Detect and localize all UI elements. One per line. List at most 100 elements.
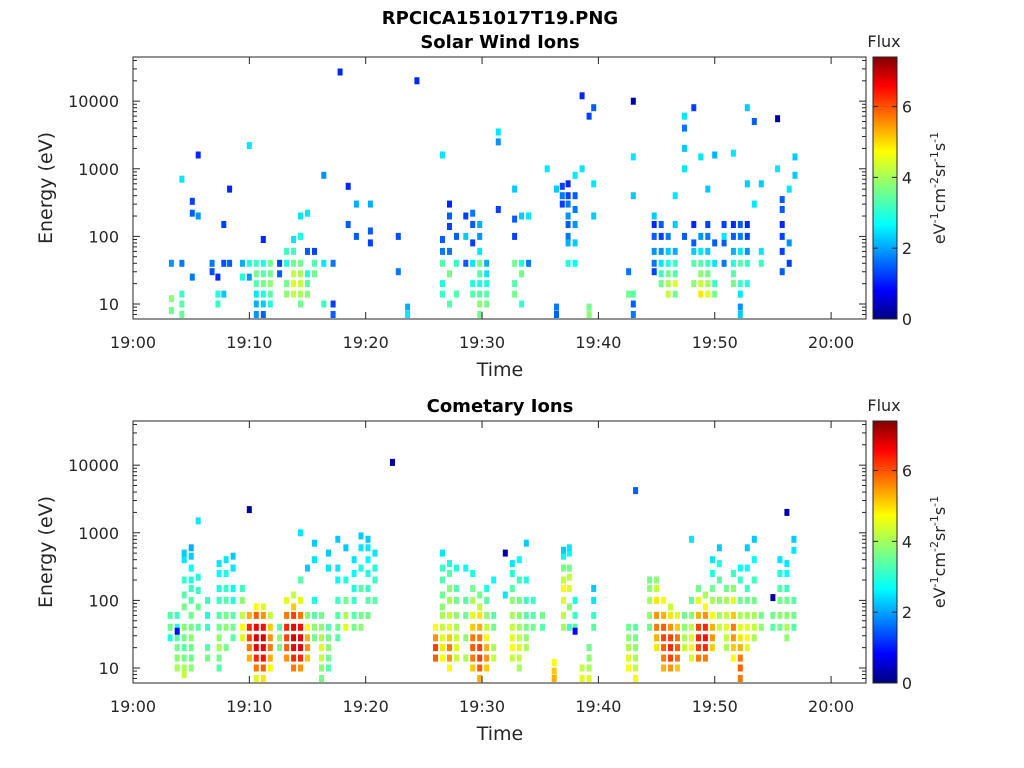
flux-cell	[390, 458, 395, 466]
flux-cell	[335, 623, 341, 631]
flux-cell	[447, 596, 452, 604]
flux-cell	[335, 564, 341, 572]
y-tick-label: 10000	[68, 92, 119, 111]
flux-cell	[658, 259, 664, 267]
flux-cell	[260, 664, 266, 672]
flux-cell	[661, 596, 667, 604]
flux-cell	[561, 552, 566, 560]
flux-cell	[696, 654, 701, 662]
flux-cell	[777, 623, 783, 631]
flux-cell	[791, 596, 797, 604]
flux-cell	[321, 171, 327, 179]
flux-cell	[661, 611, 667, 619]
plot-frame	[132, 56, 867, 320]
x-tick-label: 19:30	[459, 333, 505, 352]
flux-cell	[189, 209, 195, 217]
flux-cell	[221, 221, 227, 228]
flux-cell	[509, 570, 515, 577]
flux-cell	[737, 576, 743, 584]
flux-cell	[665, 290, 671, 298]
flux-cell	[751, 556, 757, 564]
flux-cell	[470, 221, 476, 228]
flux-cell	[335, 634, 341, 642]
flux-cell	[440, 290, 445, 298]
flux-cell	[672, 270, 678, 278]
flux-cell	[658, 247, 664, 255]
flux-cell	[702, 611, 708, 619]
flux-cell	[554, 303, 559, 311]
flux-cell	[572, 239, 578, 247]
flux-cell	[484, 654, 490, 662]
flux-cell	[216, 560, 222, 568]
flux-cell	[477, 603, 483, 611]
flux-cell	[167, 611, 173, 619]
flux-cell	[744, 104, 750, 112]
flux-cell	[221, 290, 227, 298]
flux-cell	[305, 247, 310, 255]
flux-cell	[672, 221, 678, 228]
flux-cell	[698, 259, 704, 267]
y-tick-label: 10000	[68, 456, 119, 475]
flux-cell	[523, 539, 529, 547]
flux-cell	[223, 611, 229, 619]
flux-cell	[239, 634, 245, 642]
flux-cell	[167, 634, 173, 642]
flux-cell	[205, 596, 210, 604]
flux-cell	[566, 603, 572, 611]
flux-cell	[253, 654, 259, 662]
flux-cell	[267, 623, 273, 631]
flux-cell	[326, 634, 331, 642]
flux-cell	[454, 644, 459, 652]
flux-cell	[239, 585, 245, 592]
flux-cell	[260, 280, 266, 288]
flux-cell	[372, 564, 378, 572]
flux-cell	[277, 623, 283, 631]
flux-cell	[777, 585, 783, 592]
flux-cell	[215, 273, 221, 281]
flux-cell	[730, 149, 736, 157]
flux-cell	[723, 634, 729, 642]
flux-cell	[721, 239, 727, 247]
flux-cell	[174, 611, 180, 619]
flux-cell	[440, 576, 445, 584]
colorbar-tick-label: 0	[902, 674, 912, 693]
flux-cell	[712, 151, 718, 159]
flux-cell	[572, 627, 578, 635]
flux-cell	[477, 232, 483, 240]
axes: 19:00 19:10 19:20 19:30 19:40 19:50 20:00 10 100…	[68, 421, 866, 716]
flux-cell	[372, 576, 378, 584]
flux-cell	[744, 564, 750, 572]
flux-cell	[284, 623, 290, 631]
flux-cell	[305, 290, 310, 298]
flux-cell	[181, 556, 187, 564]
flux-cell	[737, 623, 743, 631]
flux-cell	[551, 667, 557, 675]
flux-cell	[675, 644, 680, 652]
flux-cell	[716, 560, 722, 568]
flux-cell	[414, 77, 420, 85]
heatmap-cells	[168, 68, 798, 318]
flux-cell	[470, 623, 476, 631]
flux-cell	[658, 280, 664, 288]
flux-cell	[689, 596, 694, 604]
flux-cell	[512, 280, 518, 288]
flux-cell	[675, 623, 680, 631]
flux-cell	[665, 247, 671, 255]
flux-cell	[566, 564, 572, 572]
flux-cell	[367, 227, 373, 235]
flux-cell	[516, 644, 522, 652]
flux-cell	[312, 634, 317, 642]
flux-cell	[509, 611, 515, 619]
flux-cell	[716, 611, 722, 619]
flux-cell	[284, 654, 290, 662]
flux-cell	[633, 487, 639, 495]
flux-cell	[723, 644, 729, 652]
flux-cell	[682, 232, 687, 240]
flux-cell	[223, 596, 229, 604]
flux-cell	[786, 239, 792, 247]
flux-cell	[277, 259, 283, 267]
flux-cell	[702, 634, 708, 642]
flux-cell	[477, 300, 483, 308]
flux-cell	[712, 239, 718, 247]
flux-cell	[665, 259, 671, 267]
